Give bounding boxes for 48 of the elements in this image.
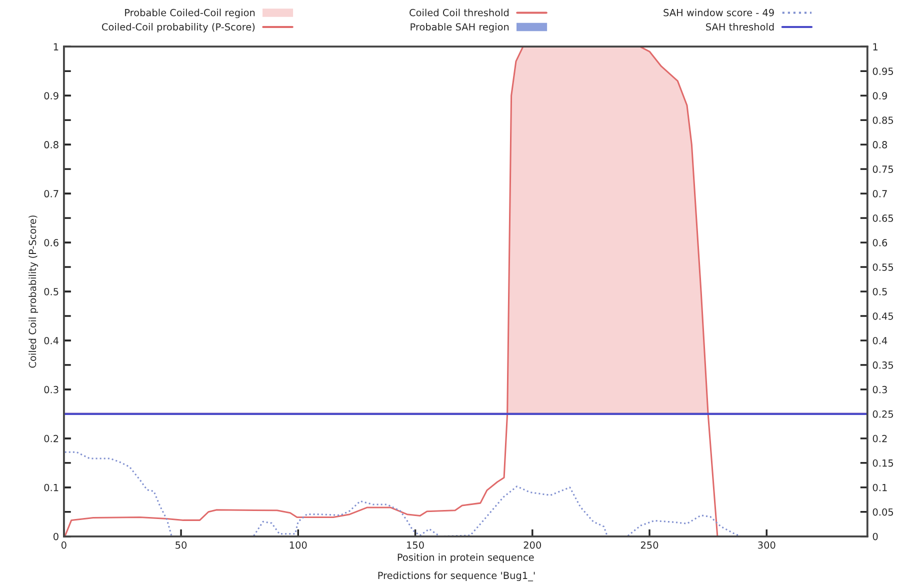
legend-label: Coiled Coil threshold xyxy=(410,8,509,16)
y2-tick-label: 0.65 xyxy=(872,214,894,222)
y-tick-label: 0 xyxy=(54,532,58,540)
y2-tick-label: 0.3 xyxy=(872,386,887,394)
x-tick-label: 200 xyxy=(524,541,542,549)
y2-tick-label: 0.6 xyxy=(872,239,888,246)
y2-tick-label: 0.25 xyxy=(872,410,894,418)
y2-tick-label: 0.05 xyxy=(872,508,894,516)
y2-tick-label: 0.15 xyxy=(872,459,894,467)
legend-label: Probable Coiled-Coil region xyxy=(125,8,255,18)
y2-tick-label: 1 xyxy=(873,43,878,50)
legend-label: SAH threshold xyxy=(706,23,774,31)
y2-tick-label: 0.4 xyxy=(872,336,888,344)
y-tick-label: 0.1 xyxy=(44,484,58,492)
y2-tick-label: 0.95 xyxy=(872,68,894,75)
y-tick-label: 0.8 xyxy=(44,141,58,148)
x-axis-title: Position in protein sequence xyxy=(398,553,534,563)
y2-tick-label: 0.45 xyxy=(872,312,894,320)
legend-label: Coiled-Coil probability (P-Score) xyxy=(102,23,255,32)
x-tick-label: 50 xyxy=(176,541,187,549)
y2-tick-label: 0.2 xyxy=(872,434,887,442)
y2-tick-label: 0.7 xyxy=(872,190,887,198)
y-tick-label: 0.5 xyxy=(44,288,58,296)
y2-tick-label: 0.9 xyxy=(872,92,887,100)
y-tick-label: 0.2 xyxy=(44,434,58,442)
y2-tick-label: 0.5 xyxy=(872,288,887,296)
y2-tick-label: 0.8 xyxy=(872,141,888,148)
y2-tick-label: 0.75 xyxy=(872,166,894,173)
y-tick-label: 0.6 xyxy=(44,239,58,246)
y-tick-label: 0.4 xyxy=(44,336,59,344)
y-tick-label: 0.9 xyxy=(44,92,58,100)
y-tick-label: 0.3 xyxy=(44,386,58,394)
x-tick-label: 300 xyxy=(758,541,776,549)
x-tick-label: 0 xyxy=(61,541,66,549)
y2-tick-label: 0.1 xyxy=(872,484,887,492)
y-tick-label: 0.7 xyxy=(44,190,58,198)
y-tick-label: 1 xyxy=(54,43,58,50)
y-axis-title: Coiled Coil probability (P-Score) xyxy=(28,216,38,368)
x-tick-label: 100 xyxy=(290,541,307,549)
y2-tick-label: 0 xyxy=(872,532,878,540)
x-tick-label: 250 xyxy=(640,541,658,549)
text: Predictions for sequence 'Bug1_' xyxy=(378,572,535,582)
y2-tick-label: 0.35 xyxy=(872,361,894,369)
legend-label: SAH window score - 49 xyxy=(664,8,774,16)
y2-tick-label: 0.55 xyxy=(872,263,894,271)
y2-tick-label: 0.85 xyxy=(872,116,894,124)
legend-label: Probable SAH region xyxy=(410,23,509,32)
x-tick-label: 150 xyxy=(407,541,424,549)
